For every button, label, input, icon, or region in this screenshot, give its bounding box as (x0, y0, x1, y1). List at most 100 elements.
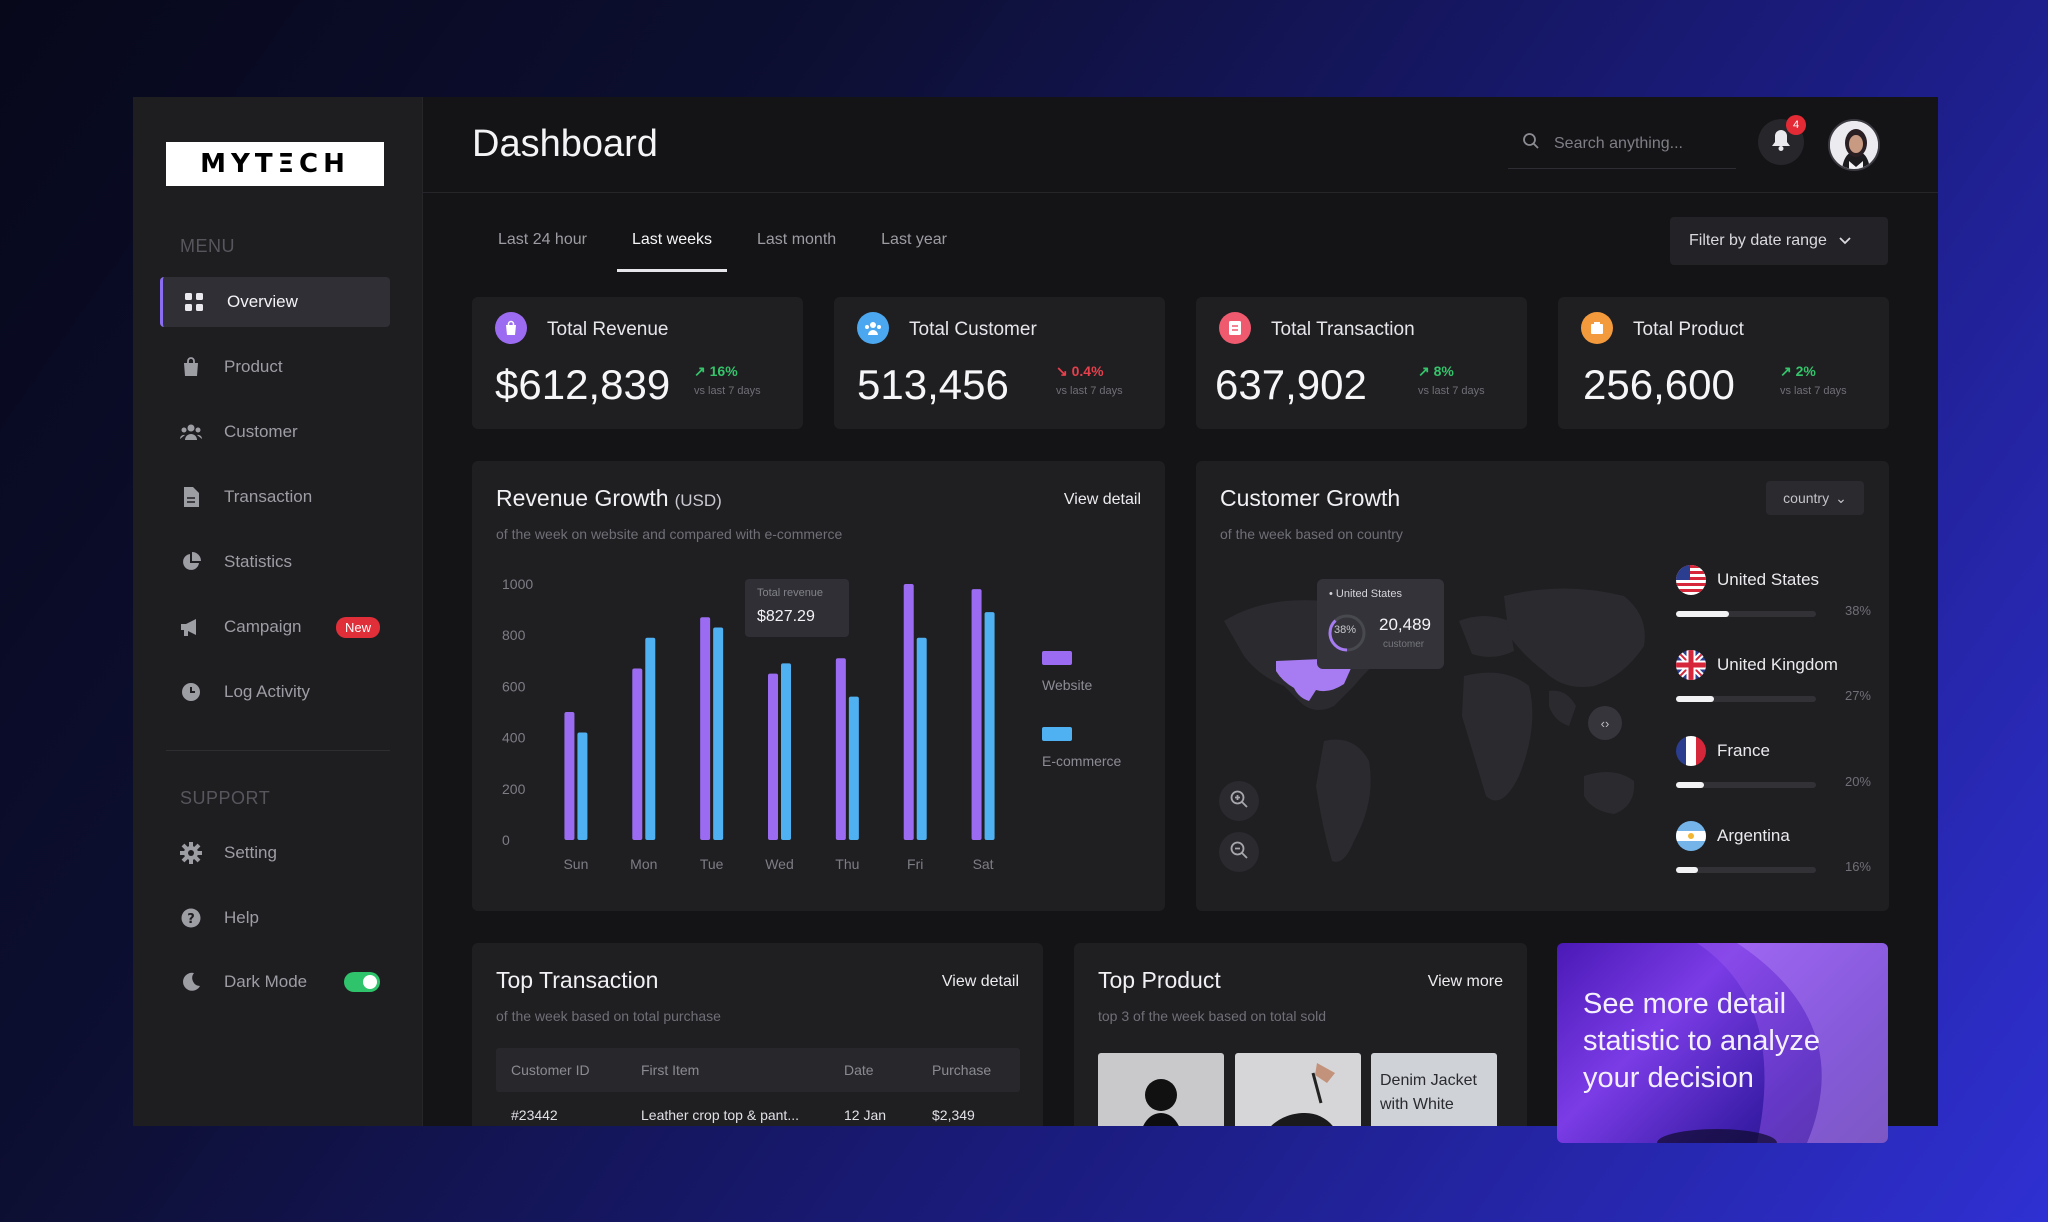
stat-compare: vs last 7 days (694, 385, 761, 397)
sidebar-item-customer[interactable]: Customer (160, 407, 390, 457)
tab-last-month[interactable]: Last month (757, 231, 837, 248)
sidebar-item-log-activity[interactable]: Log Activity (160, 667, 390, 717)
tab-last-weeks[interactable]: Last weeks (616, 231, 727, 272)
bar-website-thu[interactable] (835, 658, 846, 840)
x-tick-label: Fri (907, 856, 923, 872)
sidebar-item-product[interactable]: Product (160, 342, 390, 392)
product-card-denim-jacket[interactable]: Denim Jacket with White (1371, 1053, 1497, 1126)
tab-last-24-hour[interactable]: Last 24 hour (498, 231, 587, 248)
notification-button[interactable]: 4 (1758, 115, 1806, 165)
tooltip-caption: customer (1383, 639, 1425, 650)
tooltip-label: Total revenue (757, 587, 824, 599)
help-icon: ? (180, 907, 202, 929)
clock-icon (180, 681, 202, 703)
sidebar-item-label: Setting (224, 843, 277, 862)
bell-icon (1771, 129, 1791, 156)
view-detail-link[interactable]: View detail (941, 973, 1019, 990)
country-row[interactable]: United States 38% (1676, 565, 1871, 625)
date-range-filter[interactable]: Filter by date range (1670, 217, 1888, 265)
sidebar-item-label: Campaign (224, 617, 302, 636)
stat-change: ↗ 16% (694, 363, 738, 380)
bar-e-commerce-fri[interactable] (916, 637, 927, 840)
zoom-out-icon (1229, 840, 1249, 865)
country-row[interactable]: Argentina 16% (1676, 821, 1871, 881)
notification-count: 4 (1786, 115, 1806, 135)
document-icon (180, 486, 202, 508)
search-placeholder: Search anything... (1554, 134, 1683, 152)
table-cell: Leather crop top & pant... (641, 1107, 799, 1123)
stat-card-transaction[interactable]: Total Transaction 637,902 ↗ 8% vs last 7… (1196, 297, 1527, 429)
product-image[interactable] (1098, 1053, 1224, 1126)
pie-chart-icon (180, 551, 202, 573)
world-map[interactable] (1204, 566, 1651, 889)
stat-compare: vs last 7 days (1056, 385, 1123, 397)
stat-title: Total Transaction (1271, 319, 1415, 340)
bar-e-commerce-mon[interactable] (645, 637, 656, 840)
stat-value: 256,600 (1583, 361, 1735, 408)
avatar[interactable] (1828, 119, 1880, 171)
product-image[interactable] (1235, 1053, 1361, 1126)
panel-subtitle: of the week based on total purchase (496, 1008, 721, 1024)
search-input[interactable]: Search anything... (1508, 119, 1736, 169)
sidebar-item-campaign[interactable]: Campaign New (160, 602, 390, 652)
country-row[interactable]: United Kingdom 27% (1676, 650, 1871, 710)
country-select[interactable]: country ⌄ (1766, 481, 1864, 515)
view-detail-link[interactable]: View detail (1063, 491, 1141, 508)
column-header[interactable]: Customer ID (511, 1062, 590, 1078)
stat-compare: vs last 7 days (1418, 385, 1485, 397)
stat-value: 637,902 (1215, 361, 1367, 408)
stat-change: ↗ 2% (1780, 363, 1816, 380)
bar-website-sat[interactable] (971, 589, 982, 840)
bar-website-sun[interactable] (564, 712, 575, 840)
sidebar-item-overview[interactable]: Overview (160, 277, 390, 327)
bar-website-fri[interactable] (903, 584, 914, 840)
column-header[interactable]: Date (844, 1062, 874, 1078)
france-flag-icon (1676, 736, 1706, 766)
tooltip-country-name: United States (1335, 588, 1402, 600)
sidebar-item-transaction[interactable]: Transaction (160, 472, 390, 522)
bar-website-mon[interactable] (632, 668, 643, 840)
sidebar-item-help[interactable]: ? Help (160, 893, 390, 943)
bar-website-wed[interactable] (768, 673, 778, 840)
bar-website-tue[interactable] (700, 617, 711, 840)
tooltip-value: 20,489 (1379, 615, 1431, 634)
sidebar-item-statistics[interactable]: Statistics (160, 537, 390, 587)
revenue-icon (495, 312, 527, 344)
promo-card[interactable]: See more detail statistic to analyze you… (1557, 943, 1888, 1143)
bag-icon (180, 356, 202, 378)
x-tick-label: Mon (630, 856, 657, 872)
sidebar-item-dark-mode[interactable]: Dark Mode (160, 957, 390, 1007)
stat-card-product[interactable]: Total Product 256,600 ↗ 2% vs last 7 day… (1558, 297, 1889, 429)
bar-e-commerce-tue[interactable] (713, 627, 724, 840)
zoom-out-button[interactable] (1219, 832, 1259, 872)
dark-mode-toggle[interactable] (344, 972, 380, 992)
sidebar-item-setting[interactable]: Setting (160, 828, 390, 878)
country-pct: 27% (1844, 688, 1871, 703)
zoom-in-button[interactable] (1219, 781, 1259, 821)
sidebar-item-label: Statistics (224, 552, 293, 571)
panel-title: Customer Growth (1220, 485, 1401, 511)
users-icon (180, 421, 202, 443)
view-more-link[interactable]: View more (1427, 973, 1503, 990)
tooltip-ring (1328, 614, 1366, 652)
column-header[interactable]: Purchase (932, 1062, 992, 1078)
column-header[interactable]: First Item (641, 1062, 700, 1078)
bar-e-commerce-sun[interactable] (577, 732, 588, 840)
megaphone-icon (180, 616, 202, 638)
country-pct: 38% (1844, 603, 1871, 618)
bar-e-commerce-wed[interactable] (781, 663, 791, 840)
stat-card-customer[interactable]: Total Customer 513,456 ↘ 0.4% vs last 7 … (834, 297, 1165, 429)
tab-last-year[interactable]: Last year (881, 231, 947, 248)
country-row[interactable]: France 20% (1676, 736, 1871, 796)
bar-e-commerce-thu[interactable] (848, 696, 859, 840)
country-name: France (1717, 741, 1770, 760)
stat-card-revenue[interactable]: Total Revenue $612,839 ↗ 16% vs last 7 d… (472, 297, 803, 429)
code-toggle-button[interactable]: ‹› (1588, 706, 1622, 740)
stat-change: ↗ 8% (1418, 363, 1454, 380)
stat-value: $612,839 (495, 361, 671, 408)
product-icon (1581, 312, 1613, 344)
brand-logo[interactable]: MYTΞCH (166, 142, 384, 186)
main-content: Dashboard Search anything... 4 Last 24 h… (423, 97, 1938, 1126)
bar-e-commerce-sat[interactable] (984, 612, 995, 840)
country-pct: 16% (1844, 859, 1871, 874)
